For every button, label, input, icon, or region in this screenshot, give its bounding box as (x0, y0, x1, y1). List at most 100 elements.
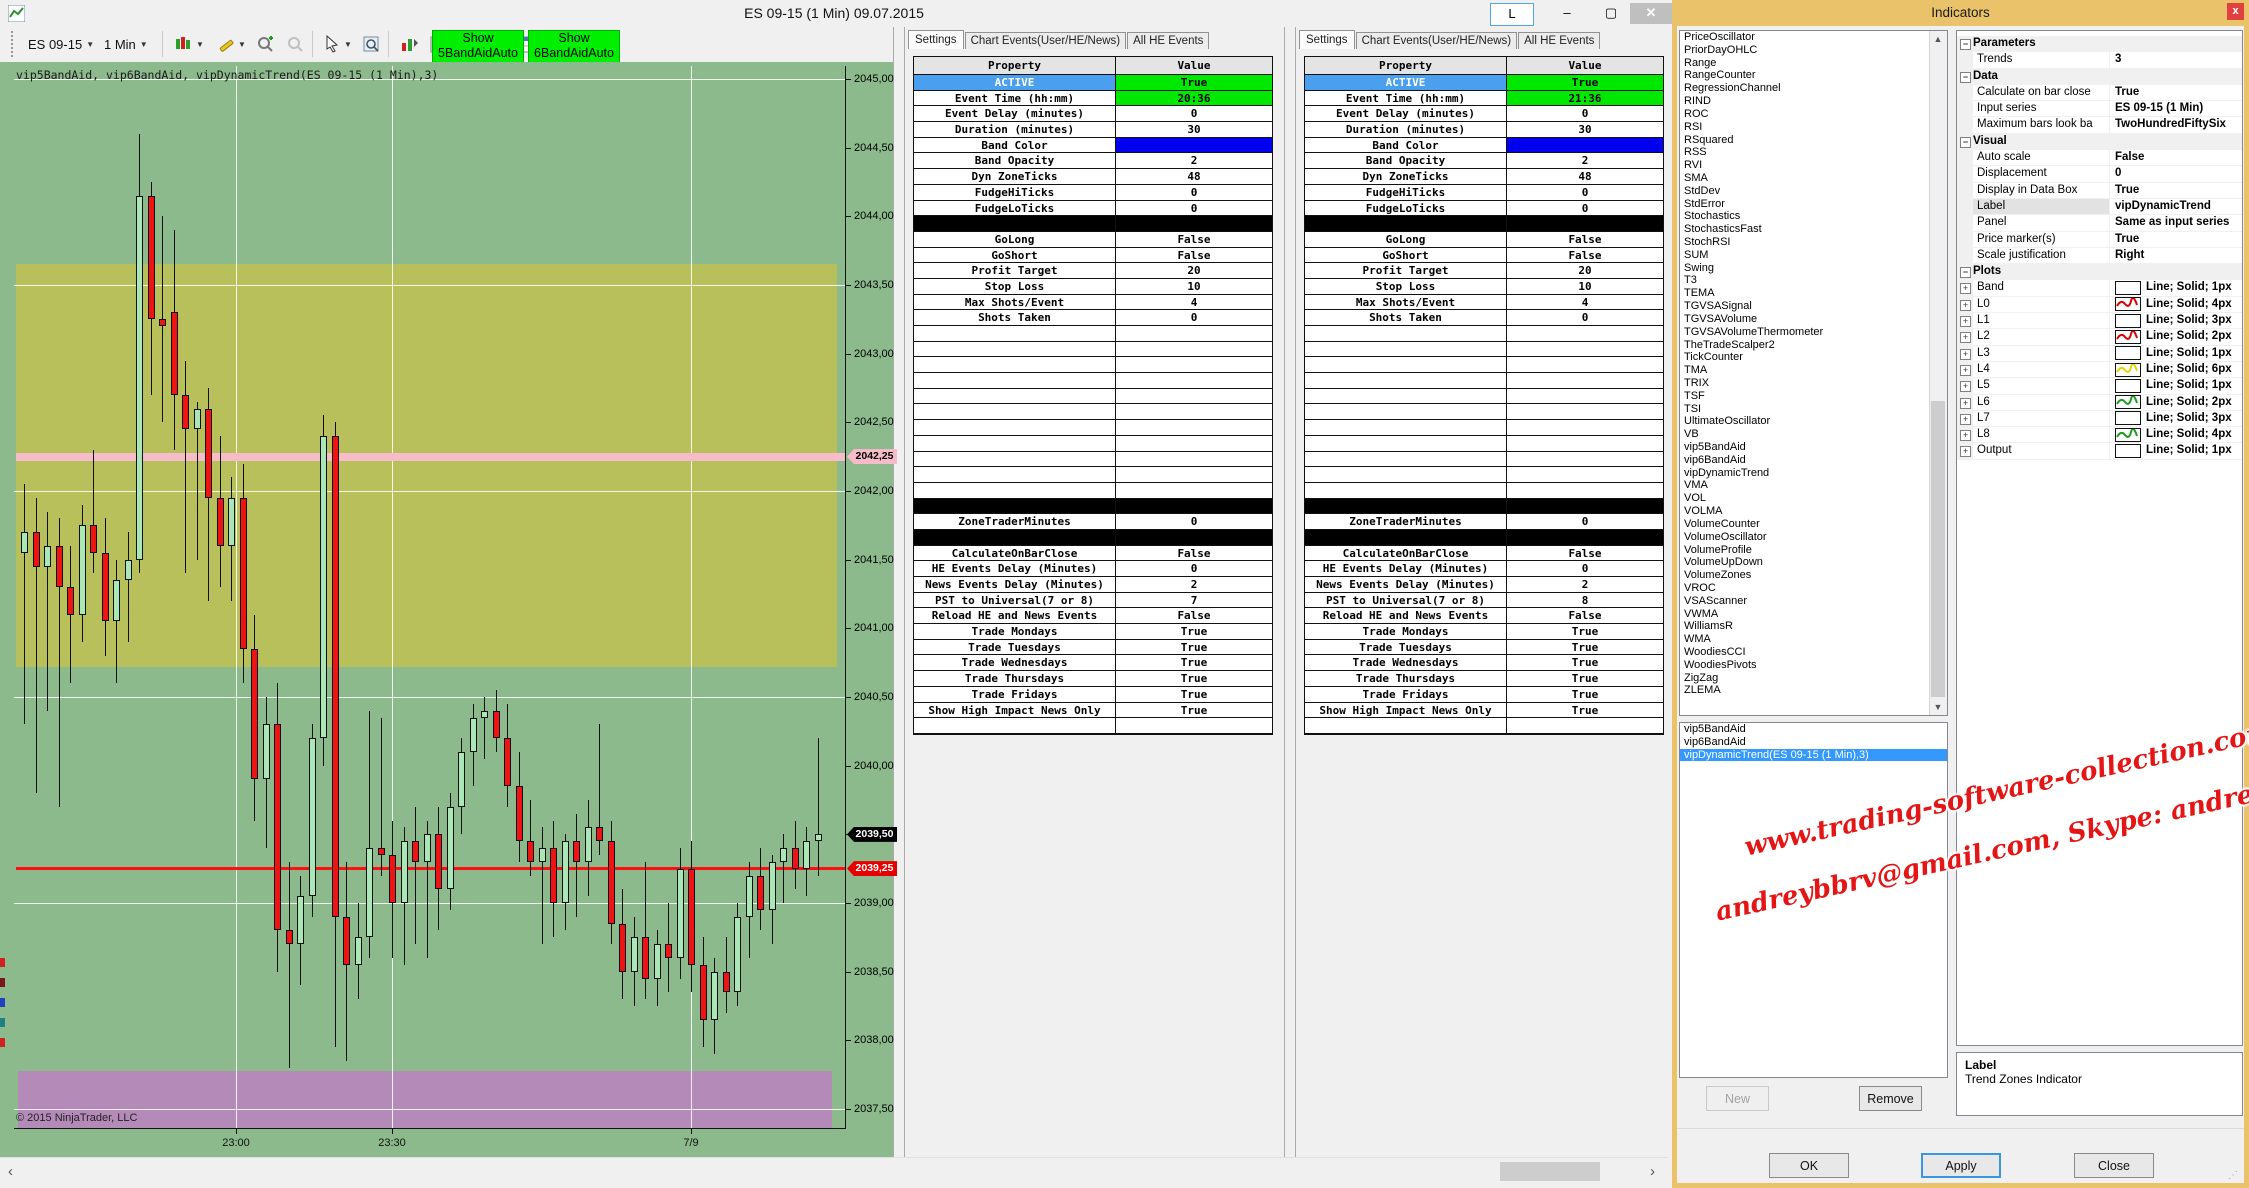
indicator-list-item[interactable]: TMA (1684, 364, 1708, 377)
param-value[interactable]: True (2115, 232, 2140, 245)
empty-row[interactable] (1507, 404, 1663, 421)
maximize-icon[interactable]: ▢ (1604, 5, 1618, 20)
close-icon[interactable]: ✕ (1630, 3, 1672, 24)
interval-selector[interactable]: 1 Min ▼ (104, 36, 148, 52)
property-value[interactable]: 2 (1507, 153, 1663, 170)
applied-indicator-item[interactable]: vipDynamicTrend(ES 09-15 (1 Min),3) (1680, 748, 1947, 762)
indicator-list-item[interactable]: VolumeOscillator (1684, 530, 1767, 543)
chart-style-icon[interactable]: ▼ (170, 31, 208, 57)
param-value[interactable]: True (2115, 183, 2140, 196)
param-value[interactable]: Line; Solid; 1px (2110, 443, 2242, 459)
expand-icon[interactable]: + (1960, 332, 1971, 344)
new-button[interactable]: New (1706, 1086, 1769, 1111)
property-value[interactable]: 0 (1116, 514, 1272, 530)
property-value[interactable]: True (1116, 655, 1272, 672)
property-value[interactable]: 30 (1507, 122, 1663, 138)
show-5bandaid-button[interactable]: Show 5BandAidAuto (432, 30, 524, 63)
indicator-list-item[interactable]: TSF (1684, 389, 1705, 402)
property-value[interactable]: True (1507, 75, 1663, 91)
empty-row[interactable] (1116, 718, 1272, 734)
drawing-tools-icon[interactable]: ▼ (212, 31, 250, 57)
property-value[interactable]: True (1507, 687, 1663, 703)
indicator-list-item[interactable]: TEMA (1684, 287, 1715, 300)
indicator-list-item[interactable]: TickCounter (1684, 351, 1743, 364)
empty-row[interactable] (1507, 420, 1663, 436)
param-value[interactable]: Right (2115, 248, 2145, 261)
param-value[interactable]: False (2115, 151, 2145, 164)
property-value[interactable]: False (1116, 248, 1272, 264)
param-value[interactable]: Line; Solid; 4px (2110, 297, 2242, 312)
indicator-list-item[interactable]: ZLEMA (1684, 684, 1721, 697)
indicator-list-item[interactable]: VROC (1684, 581, 1716, 594)
tab-chart-events-user-he-news-[interactable]: Chart Events(User/HE/News) (964, 32, 1127, 49)
scrollbar-thumb[interactable] (1931, 401, 1945, 697)
indicator-list-item[interactable]: VolumeUpDown (1684, 556, 1763, 569)
property-value[interactable]: 0 (1116, 561, 1272, 577)
apply-button[interactable]: Apply (1921, 1153, 2001, 1178)
link-button[interactable]: L (1490, 3, 1534, 26)
property-value[interactable]: False (1116, 546, 1272, 562)
plot-color-swatch[interactable] (2115, 297, 2141, 312)
property-value[interactable]: 0 (1116, 106, 1272, 123)
expand-icon[interactable]: + (1960, 430, 1971, 442)
param-value[interactable]: vipDynamicTrend (2115, 199, 2211, 212)
indicator-list-item[interactable]: ROC (1684, 107, 1709, 120)
collapse-icon[interactable]: − (1960, 71, 1971, 83)
toolbar-grip[interactable] (11, 31, 16, 57)
plot-color-swatch[interactable] (2115, 313, 2141, 328)
tab-all-he-events[interactable]: All HE Events (1518, 32, 1601, 49)
empty-row[interactable] (1116, 373, 1272, 389)
chart-h-scrollbar[interactable] (0, 1157, 1668, 1187)
applied-indicator-list[interactable]: vip5BandAid vip6BandAid vipDynamicTrend(ES… (1679, 722, 1948, 1078)
indicator-list-item[interactable]: PriceOscillator (1684, 31, 1755, 43)
indicator-list-item[interactable]: RSI (1684, 120, 1703, 133)
plot-color-swatch[interactable] (2115, 329, 2141, 344)
empty-row[interactable] (1507, 342, 1663, 358)
expand-icon[interactable]: + (1960, 283, 1971, 295)
close-button[interactable]: Close (2074, 1153, 2154, 1178)
property-value[interactable]: False (1507, 546, 1663, 562)
indicator-list-item[interactable]: StochRSI (1684, 236, 1731, 248)
indicator-list-item[interactable]: SMA (1684, 171, 1708, 184)
tab-settings[interactable]: Settings (1299, 30, 1355, 49)
expand-icon[interactable]: + (1960, 397, 1971, 409)
scrollbar-thumb[interactable] (1500, 1162, 1600, 1181)
plot-color-swatch[interactable] (2115, 394, 2141, 410)
indicator-list-item[interactable]: ZigZag (1684, 671, 1719, 684)
collapse-icon[interactable]: − (1960, 136, 1971, 148)
empty-row[interactable] (1116, 436, 1272, 452)
indicator-list-item[interactable]: VMA (1684, 479, 1708, 492)
empty-row[interactable] (1507, 467, 1663, 483)
property-value[interactable]: False (1116, 232, 1272, 248)
param-value[interactable]: Line; Solid; 1px (2110, 378, 2242, 393)
param-value[interactable]: Line; Solid; 4px (2110, 427, 2242, 442)
zoom-out-icon[interactable] (282, 31, 309, 57)
indicator-list-item[interactable]: StdDev (1684, 184, 1721, 197)
property-value[interactable]: True (1116, 640, 1272, 656)
empty-row[interactable] (1116, 467, 1272, 483)
property-value[interactable]: 48 (1507, 169, 1663, 185)
param-value[interactable]: Line; Solid; 3px (2110, 411, 2242, 426)
empty-row[interactable] (1507, 436, 1663, 452)
param-value[interactable]: Same as input series (2115, 216, 2230, 229)
indicator-list-item[interactable]: PriorDayOHLC (1684, 43, 1758, 56)
indicator-list-item[interactable]: RSquared (1684, 133, 1734, 146)
property-value[interactable]: False (1116, 608, 1272, 625)
applied-indicator-item[interactable]: vip5BandAid (1684, 723, 1746, 735)
empty-row[interactable] (1116, 357, 1272, 374)
property-value[interactable]: True (1507, 624, 1663, 640)
expand-icon[interactable]: + (1960, 413, 1971, 425)
remove-button[interactable]: Remove (1859, 1086, 1922, 1111)
empty-row[interactable] (1507, 452, 1663, 468)
property-value[interactable]: 20:36 (1116, 90, 1272, 107)
property-value[interactable]: 0 (1507, 310, 1663, 326)
indicator-list-item[interactable]: StochasticsFast (1684, 223, 1762, 236)
property-value[interactable]: 10 (1116, 279, 1272, 295)
indicator-list-item[interactable]: TGVSASignal (1684, 300, 1752, 313)
data-series-icon[interactable] (396, 31, 423, 57)
property-value[interactable]: True (1116, 75, 1272, 91)
expand-icon[interactable]: + (1960, 316, 1971, 328)
pointer-icon[interactable]: ▼ (320, 31, 356, 57)
band-color-swatch[interactable] (1507, 137, 1663, 154)
param-value[interactable]: Line; Solid; 2px (2110, 394, 2242, 410)
